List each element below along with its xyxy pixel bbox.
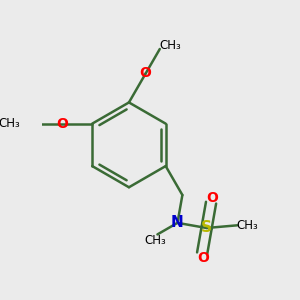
Text: O: O <box>140 67 152 80</box>
Text: CH₃: CH₃ <box>160 39 182 52</box>
Text: O: O <box>197 251 209 265</box>
Text: N: N <box>171 215 184 230</box>
Text: O: O <box>206 191 218 205</box>
Text: CH₃: CH₃ <box>236 219 258 232</box>
Text: O: O <box>56 117 68 130</box>
Text: CH₃: CH₃ <box>144 234 166 248</box>
Text: S: S <box>201 220 212 236</box>
Text: CH₃: CH₃ <box>0 117 20 130</box>
